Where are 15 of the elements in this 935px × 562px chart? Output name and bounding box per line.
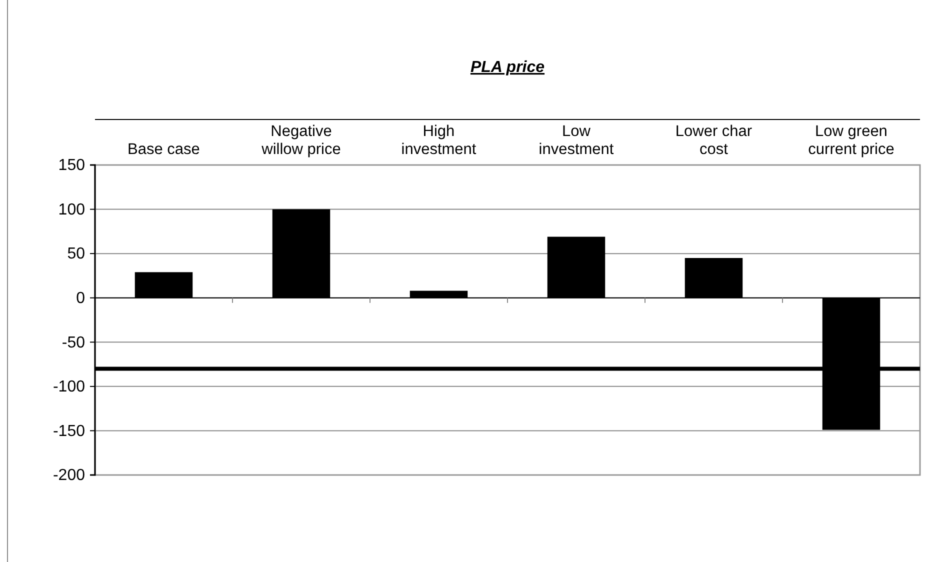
- y-tick-label: -200: [52, 467, 86, 484]
- y-tick-label: -50: [62, 334, 86, 352]
- y-tick-label: -100: [52, 378, 86, 396]
- x-tick-label: Low green current price: [808, 123, 894, 158]
- chart-title: PLA price: [470, 59, 545, 76]
- y-tick-label: -150: [52, 422, 86, 440]
- y-tick-label: 0: [76, 290, 86, 307]
- x-tick-label: High investment: [401, 123, 477, 158]
- y-tick-label: 50: [67, 246, 86, 263]
- x-tick-label: Negative willow price: [260, 123, 341, 158]
- x-tick-label: Lower char cost: [675, 123, 752, 158]
- x-tick-label: Low investment: [538, 123, 614, 158]
- y-tick-label: 100: [58, 201, 86, 218]
- y-tick-label: 150: [58, 157, 86, 174]
- x-tick-label: Base case: [128, 141, 200, 158]
